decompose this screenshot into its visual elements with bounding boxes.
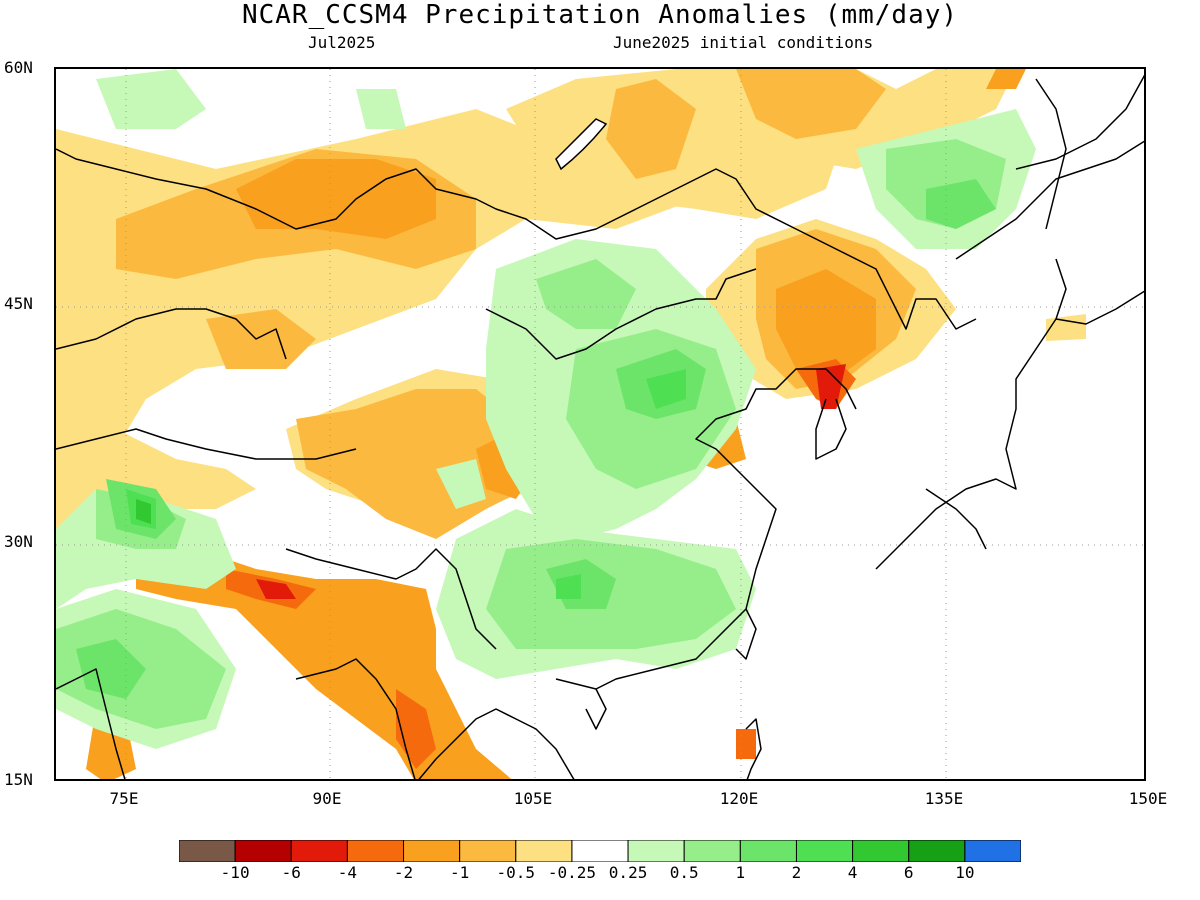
colorbar [179,840,1021,862]
anomaly-region-palegreen [356,89,406,129]
coastline-segment [295,658,416,779]
anomaly-region-red [256,579,296,599]
colorbar-label: 4 [847,863,858,882]
lon-tick-120e: 120E [719,789,759,808]
colorbar-label: 0.25 [608,863,648,882]
coastline-segment [925,488,987,550]
colorbar-swatch [571,840,629,862]
coastlines-and-borders [56,74,1144,779]
anomaly-region-lightgreen [536,259,636,329]
colorbar-swatch [964,840,1021,862]
colorbar-swatch [234,840,292,862]
anomaly-region-palegreen [96,69,206,129]
anomaly-region-lightorange [206,309,316,369]
colorbar-swatch [627,840,685,862]
map-panel [54,67,1146,781]
colorbar-swatch [346,840,405,862]
anomaly-region-green [76,639,146,699]
coastline-segment [56,428,357,460]
anomaly-region-darkgreen [136,499,151,524]
colorbar-label: -1 [450,863,470,882]
coastline-segment [815,398,847,460]
lake-baikal-outline [555,118,608,171]
colorbar-swatch [852,840,910,862]
coastline-segment [285,548,497,650]
colorbar-swatch [683,840,741,862]
colorbar-label: 10 [955,863,975,882]
colorbar-label: 1 [735,863,746,882]
coastline-segment [1035,78,1067,230]
colorbar-label: 2 [791,863,802,882]
lon-tick-135e: 135E [924,789,964,808]
map-title: NCAR_CCSM4 Precipitation Anomalies (mm/d… [241,0,959,30]
anomaly-map [56,69,1144,779]
colorbar-label: -2 [393,863,414,882]
coastline-segment [1055,290,1144,325]
anomaly-region-palegreen [436,459,486,509]
coastline-segment [955,140,1144,260]
colorbar-swatch [179,840,236,862]
colorbar-label: 6 [903,863,914,882]
coastline-segment [418,708,575,779]
lat-tick-15n: 15N [4,770,33,789]
initial-conditions-label: June2025 initial conditions [613,33,874,52]
lon-tick-105e: 105E [513,789,553,808]
coastline-segment [1015,74,1144,170]
colorbar-label: -4 [337,863,358,882]
colorbar-label: -10 [220,863,250,882]
colorbar-swatch [908,840,966,862]
anomaly-region-yellow [1046,314,1086,341]
coastline-segment [56,668,126,779]
lat-tick-60n: 60N [4,58,33,77]
anomaly-fields [56,69,1086,779]
colorbar-label: -6 [281,863,301,882]
anomaly-region-lightorange [606,79,696,179]
coastline-segment [56,148,977,330]
coastline-segment [555,368,857,690]
anomaly-region-green [926,179,996,229]
colorbar-swatch [739,840,797,862]
coastline-segment [485,268,757,360]
anomaly-region-red [816,364,846,409]
lon-tick-75e: 75E [109,789,139,808]
colorbar-label: 0.5 [669,863,699,882]
anomaly-region-midgreen [556,574,581,599]
lon-tick-90e: 90E [312,789,342,808]
colorbar-label: -0.5 [496,863,536,882]
anomaly-region-orange [776,269,876,379]
anomaly-region-midgreen [646,369,686,409]
coastline-segment [585,688,607,730]
coastline-segment [745,718,762,779]
coastline-segment [735,608,757,660]
anomaly-region-orange [986,69,1026,89]
colorbar-swatch [795,840,854,862]
colorbar-swatch [459,840,517,862]
colorbar-swatch [403,840,461,862]
colorbar-swatch [290,840,348,862]
anomaly-region-redorange [736,729,756,759]
colorbar-label: -0.25 [547,863,597,882]
anomaly-region-lightorange [736,69,886,139]
colorbar-swatch [515,840,573,862]
lon-tick-150e: 150E [1128,789,1168,808]
lat-tick-30n: 30N [4,532,33,551]
coastline-segment [56,308,287,360]
gridlines [56,69,1144,779]
valid-month-label: Jul2025 [308,33,376,52]
lat-tick-45n: 45N [4,294,33,313]
